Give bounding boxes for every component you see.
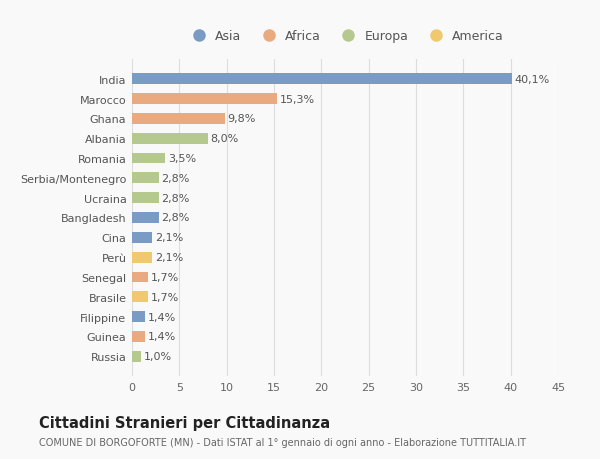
Text: Cittadini Stranieri per Cittadinanza: Cittadini Stranieri per Cittadinanza	[39, 415, 330, 431]
Bar	[132, 312, 145, 322]
Text: 1,0%: 1,0%	[145, 352, 172, 362]
Bar	[132, 292, 148, 302]
Text: 15,3%: 15,3%	[280, 94, 315, 104]
Bar	[132, 331, 145, 342]
Bar	[132, 173, 158, 184]
Bar	[132, 213, 158, 224]
Text: 2,1%: 2,1%	[155, 233, 183, 243]
Legend: Asia, Africa, Europa, America: Asia, Africa, Europa, America	[184, 28, 506, 46]
Text: COMUNE DI BORGOFORTE (MN) - Dati ISTAT al 1° gennaio di ogni anno - Elaborazione: COMUNE DI BORGOFORTE (MN) - Dati ISTAT a…	[39, 437, 526, 447]
Bar	[132, 94, 277, 105]
Text: 1,4%: 1,4%	[148, 312, 176, 322]
Text: 9,8%: 9,8%	[227, 114, 256, 124]
Bar	[132, 74, 512, 85]
Text: 1,7%: 1,7%	[151, 272, 179, 282]
Text: 2,1%: 2,1%	[155, 252, 183, 263]
Text: 3,5%: 3,5%	[168, 154, 196, 164]
Bar	[132, 351, 142, 362]
Text: 1,4%: 1,4%	[148, 332, 176, 342]
Bar	[132, 114, 225, 124]
Bar	[132, 232, 152, 243]
Text: 40,1%: 40,1%	[514, 74, 550, 84]
Bar	[132, 134, 208, 144]
Bar	[132, 193, 158, 204]
Text: 2,8%: 2,8%	[161, 193, 190, 203]
Text: 2,8%: 2,8%	[161, 213, 190, 223]
Text: 1,7%: 1,7%	[151, 292, 179, 302]
Bar	[132, 272, 148, 283]
Text: 2,8%: 2,8%	[161, 174, 190, 184]
Bar	[132, 252, 152, 263]
Text: 8,0%: 8,0%	[211, 134, 239, 144]
Bar	[132, 153, 165, 164]
